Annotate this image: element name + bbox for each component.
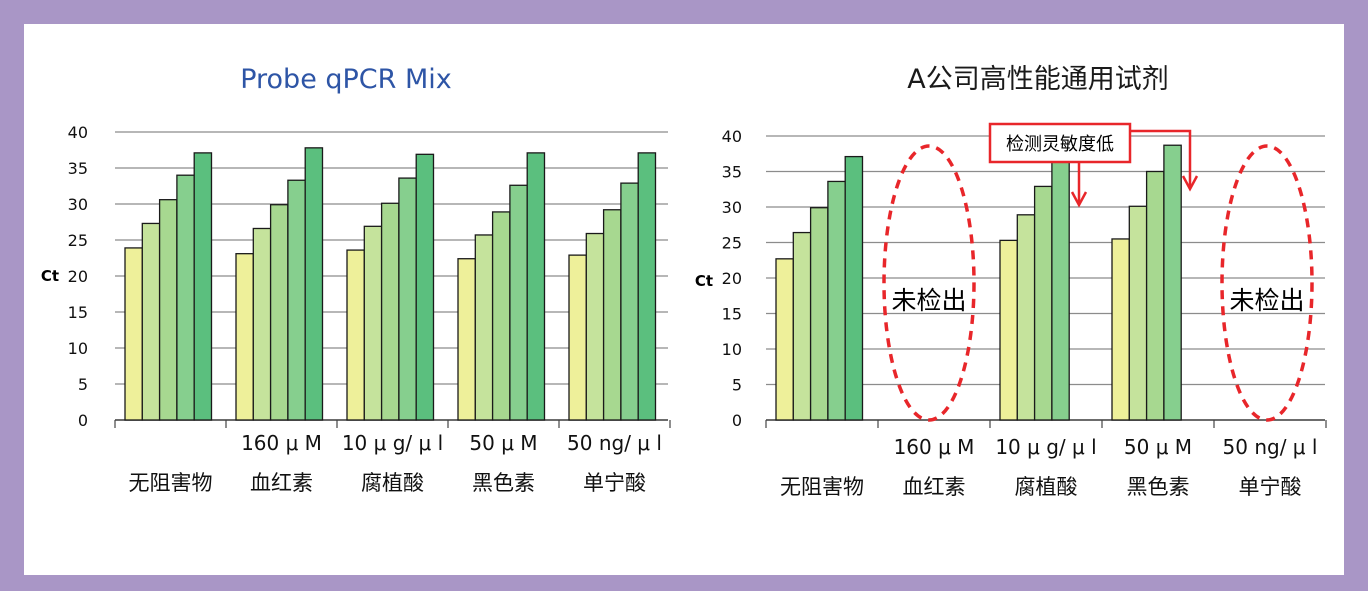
x-category-name: 黑色素	[472, 471, 535, 495]
not-detected-ellipse-2	[1220, 144, 1314, 422]
bar	[141, 222, 161, 421]
x-category-name: 无阻害物	[129, 471, 213, 495]
x-category-amount: 50 ng/ μ l	[1223, 435, 1318, 459]
bar	[193, 152, 213, 421]
bar	[124, 247, 143, 421]
x-category-amount: 50 μ M	[469, 431, 537, 455]
bar	[415, 153, 435, 421]
bar	[398, 177, 417, 421]
chart-2-y-axis-label: Ct	[695, 272, 713, 290]
y-tick-label: 30	[68, 195, 88, 214]
bar	[620, 182, 639, 421]
bar	[827, 180, 846, 421]
bar	[457, 258, 476, 421]
bar	[380, 202, 400, 421]
bar	[509, 184, 528, 421]
x-category-amount: 160 μ M	[894, 435, 975, 459]
y-tick-label: 35	[722, 163, 742, 182]
x-category-amount: 10 μ g/ μ l	[342, 431, 443, 455]
bar	[1145, 170, 1165, 421]
y-tick-label: 0	[732, 411, 742, 430]
bar	[792, 231, 812, 421]
bar	[176, 174, 195, 421]
bar	[269, 204, 289, 421]
y-tick-label: 20	[68, 267, 88, 286]
bar	[252, 227, 272, 421]
x-category-name: 腐植酸	[361, 471, 424, 495]
bar	[491, 211, 511, 421]
low-sensitivity-arrowhead-left	[1070, 191, 1088, 208]
y-tick-label: 5	[78, 375, 88, 394]
x-category-name: 无阻害物	[780, 475, 864, 499]
x-category-amount: 50 ng/ μ l	[567, 431, 662, 455]
y-tick-label: 40	[68, 123, 88, 142]
bar	[346, 249, 365, 421]
y-tick-label: 15	[722, 305, 742, 324]
bar	[287, 179, 306, 421]
not-detected-label-1: 未检出	[891, 286, 966, 315]
bar	[304, 147, 324, 421]
y-tick-label: 35	[68, 159, 88, 178]
y-tick-label: 40	[722, 127, 742, 146]
bar	[474, 234, 494, 421]
y-tick-label: 0	[78, 411, 88, 430]
bar	[158, 199, 178, 421]
y-tick-label: 5	[732, 376, 742, 395]
bar	[637, 152, 657, 421]
x-category-name: 单宁酸	[1239, 475, 1302, 499]
y-tick-label: 10	[722, 340, 742, 359]
x-category-amount: 10 μ g/ μ l	[995, 435, 1096, 459]
x-category-name: 血红素	[903, 475, 966, 499]
y-tick-label: 25	[722, 234, 742, 253]
x-category-name: 血红素	[250, 471, 313, 495]
low-sensitivity-label: 检测灵敏度低	[1006, 134, 1114, 155]
low-sensitivity-arrow-right	[1130, 129, 1192, 187]
bar	[775, 258, 794, 421]
not-detected-ellipse-1	[882, 144, 976, 422]
not-detected-label-2: 未检出	[1229, 286, 1304, 315]
y-tick-label: 10	[68, 339, 88, 358]
x-category-name: 腐植酸	[1015, 475, 1078, 499]
bar	[1111, 238, 1130, 421]
y-tick-label: 15	[68, 303, 88, 322]
bar	[526, 152, 546, 421]
bar	[568, 254, 587, 421]
bar	[235, 253, 254, 421]
bar	[1016, 214, 1036, 421]
low-sensitivity-box	[988, 122, 1132, 164]
bar	[1033, 185, 1053, 421]
bar	[844, 155, 864, 421]
chart-2-plot: 0 5 10 15 20 25 30 35 40 无阻害物 160 μ M 血红素 10 μ g/ μ …	[722, 127, 1327, 499]
low-sensitivity-arrowhead-right	[1181, 175, 1199, 192]
chart-2-annotations: 未检出 未检出 检测灵敏度低	[882, 122, 1314, 422]
x-category-amount: 160 μ M	[241, 431, 322, 455]
bar	[1163, 144, 1182, 421]
chart-2-title: A公司高性能通用试剂	[907, 64, 1168, 95]
chart-1-title: Probe qPCR Mix	[240, 64, 452, 95]
y-tick-label: 30	[722, 198, 742, 217]
chart-1-y-axis-label: Ct	[41, 267, 59, 285]
y-tick-label: 25	[68, 231, 88, 250]
bar	[602, 209, 622, 421]
bar	[1128, 205, 1148, 421]
bar	[1051, 158, 1070, 421]
x-category-name: 单宁酸	[583, 471, 646, 495]
chart-1-plot: 0 5 10 15 20 25 30 35 40 无阻害物 160 μ M 血红素 10 μ g/ μ …	[68, 123, 671, 495]
bar	[999, 239, 1018, 421]
x-category-name: 黑色素	[1127, 475, 1190, 499]
bar	[809, 207, 829, 421]
bar	[585, 232, 605, 421]
y-tick-label: 20	[722, 269, 742, 288]
x-category-amount: 50 μ M	[1124, 435, 1192, 459]
bar	[363, 225, 383, 421]
